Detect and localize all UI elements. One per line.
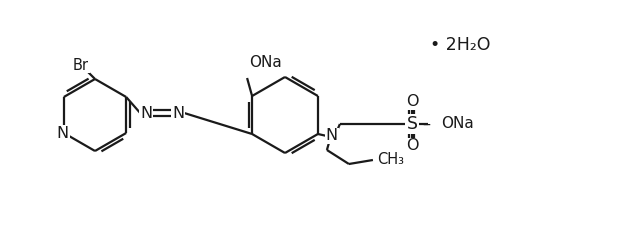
Text: N: N	[326, 128, 338, 144]
Text: –: –	[422, 116, 430, 132]
Text: N: N	[57, 126, 69, 140]
Text: S: S	[406, 115, 417, 133]
Text: • 2H₂O: • 2H₂O	[430, 36, 490, 54]
Text: O: O	[406, 95, 418, 109]
Text: N: N	[172, 106, 184, 120]
Text: N: N	[140, 106, 152, 120]
Text: CH₃: CH₃	[378, 152, 404, 168]
Text: ONa: ONa	[249, 55, 282, 70]
Text: Br: Br	[73, 58, 89, 72]
Text: O: O	[406, 138, 418, 154]
Text: ONa: ONa	[442, 116, 474, 132]
